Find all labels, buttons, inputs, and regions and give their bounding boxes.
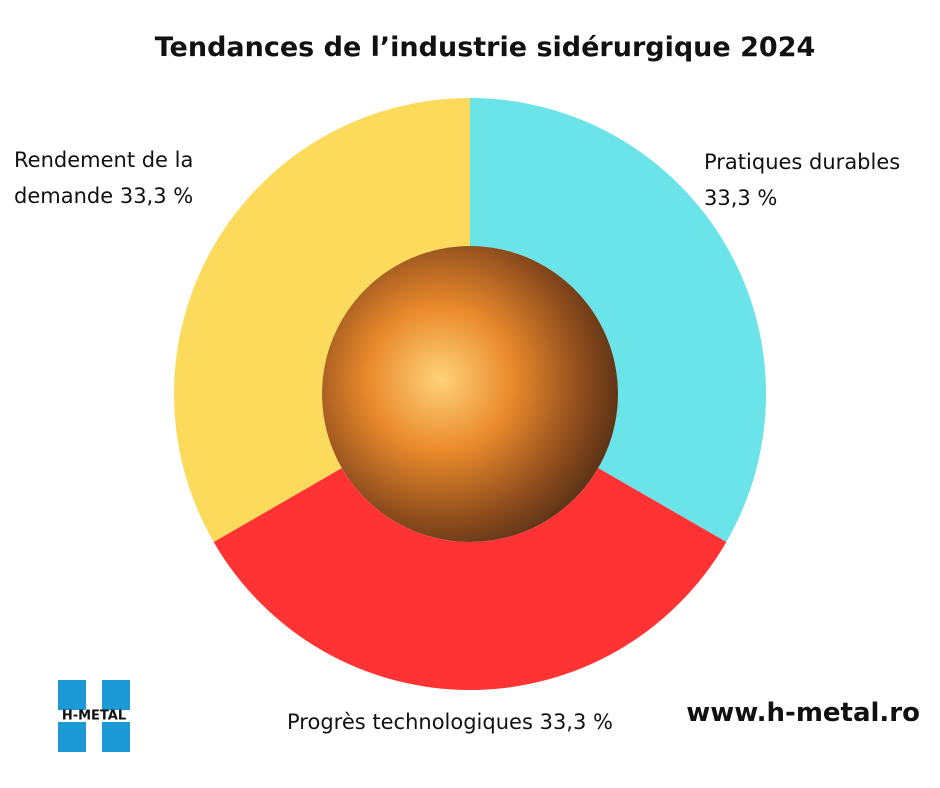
slice-label: Progrès technologiques 33,3 %: [240, 704, 660, 740]
logo-block: [58, 680, 86, 710]
category-name: Rendement de la demande: [14, 148, 194, 208]
center-photo: [322, 246, 618, 542]
slice: [173, 98, 470, 542]
slice-label: Pratiques durables 33,3 %: [704, 144, 924, 216]
slices: [173, 98, 766, 690]
value-label: 33,3 %: [119, 184, 194, 208]
logo-block: [102, 722, 130, 752]
website: www.h-metal.ro: [686, 698, 920, 728]
value-label: 33,3 %: [704, 186, 778, 210]
value-label: 33,3 %: [539, 710, 613, 734]
logo: H-METAL: [58, 680, 130, 752]
chart-title: Tendances de l’industrie sidérurgique 20…: [154, 32, 816, 63]
category-name: Progrès technologiques: [287, 710, 533, 734]
slice: [213, 468, 727, 690]
logo-block: [102, 680, 130, 710]
logo-block: [58, 722, 86, 752]
category-name: Pratiques durables: [704, 150, 901, 174]
slice: [470, 98, 766, 542]
slice-label: Rendement de la demande 33,3 %: [14, 142, 214, 214]
logo-text: H-METAL: [62, 709, 126, 724]
